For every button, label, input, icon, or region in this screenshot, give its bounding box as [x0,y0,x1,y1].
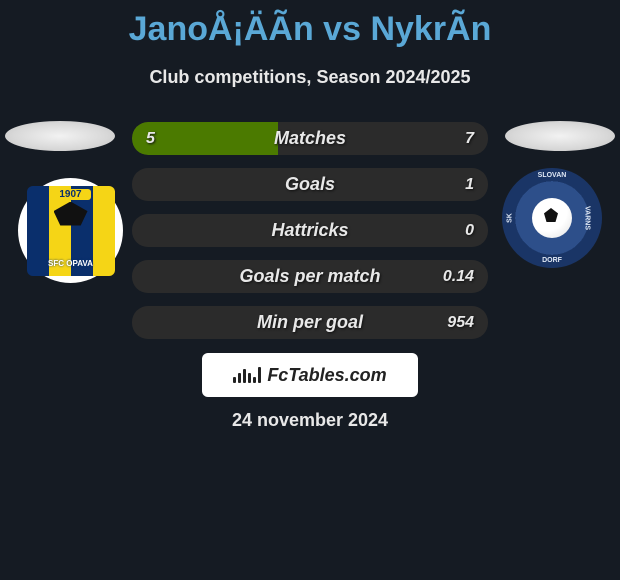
fctables-bars-icon [233,367,261,383]
stat-value-right: 7 [465,122,474,155]
page-title: JanoÅ¡ÄÃ­n vs NykrÃ­n [0,0,620,49]
stat-value-right: 1 [465,168,474,201]
ball-shadow-left [5,121,115,151]
stat-value-right: 0 [465,214,474,247]
stat-label: Matches [132,122,488,155]
fctables-link[interactable]: FcTables.com [202,353,418,397]
date-label: 24 november 2024 [0,410,620,431]
crest-right-ring-text: SLOVAN VARNS DORF SK [502,168,602,268]
stat-label: Min per goal [132,306,488,339]
team-crest-right[interactable]: SLOVAN VARNS DORF SK [502,168,602,268]
crest-left-name: SFC OPAVA [27,259,115,268]
stat-label: Goals [132,168,488,201]
crest-left-year: 1907 [51,189,91,200]
stats-container: 5Matches7 Goals1 Hattricks0 Goals per match… [132,122,488,352]
crest-left-eagle-icon [54,202,88,226]
stat-row-matches: 5Matches7 [132,122,488,155]
ball-shadow-right [505,121,615,151]
subtitle: Club competitions, Season 2024/2025 [0,67,620,88]
team-crest-left[interactable]: 1907 SFC OPAVA [18,178,123,283]
stat-row-goals-per-match: Goals per match0.14 [132,260,488,293]
stat-value-right: 0.14 [443,260,474,293]
stat-label: Goals per match [132,260,488,293]
stat-value-right: 954 [447,306,474,339]
stat-row-hattricks: Hattricks0 [132,214,488,247]
crest-left-shield: 1907 SFC OPAVA [27,186,115,276]
stat-label: Hattricks [132,214,488,247]
fctables-label: FcTables.com [267,365,386,386]
stat-row-min-per-goal: Min per goal954 [132,306,488,339]
stat-row-goals: Goals1 [132,168,488,201]
